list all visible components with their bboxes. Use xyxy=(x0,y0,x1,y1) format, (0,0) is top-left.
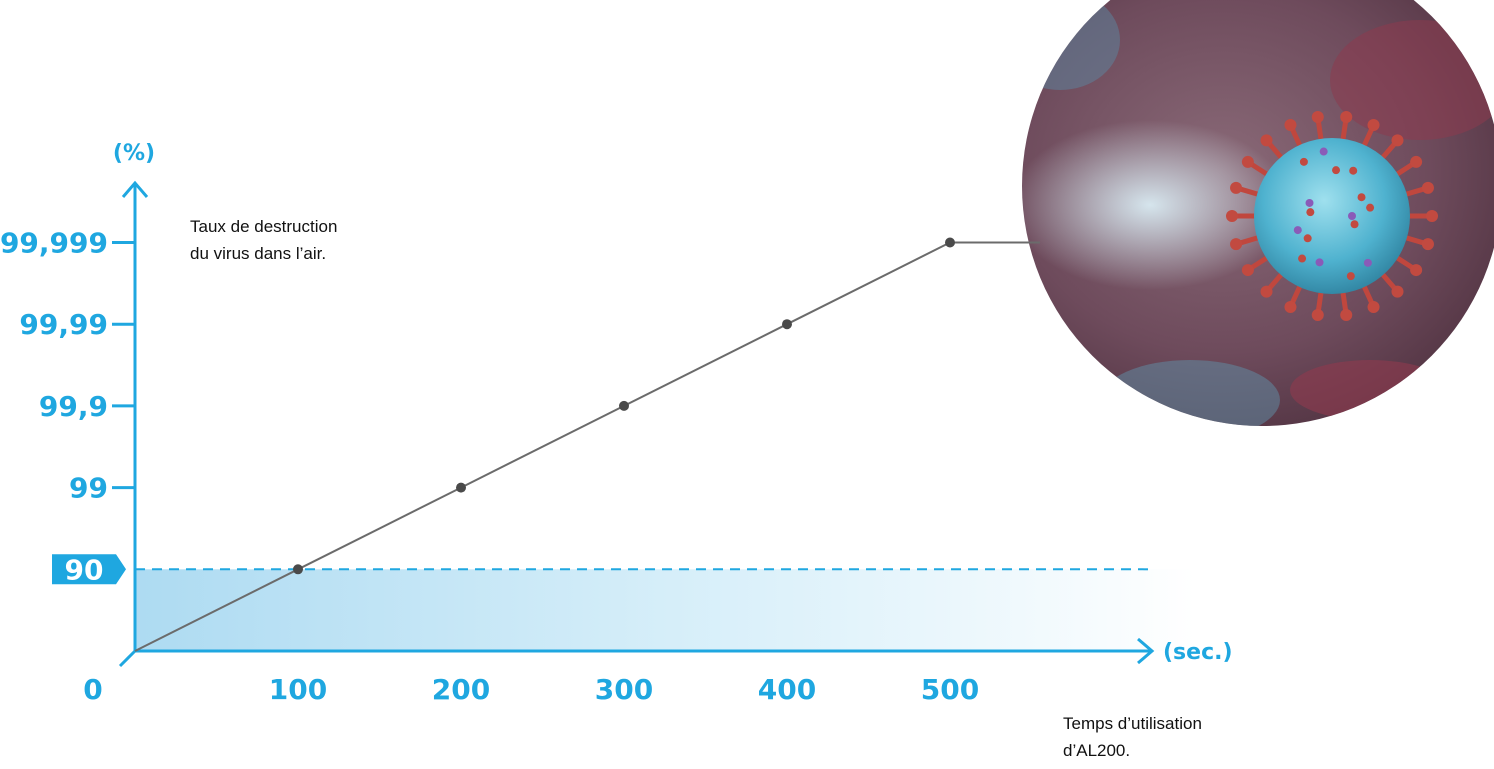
y-tick-label: 99,99 xyxy=(19,308,108,341)
y-description-line-1: Taux de destruction xyxy=(190,217,338,236)
x-axis-arrow xyxy=(1137,637,1155,665)
virus-spike-tip xyxy=(1230,238,1243,251)
virus-spike-tip xyxy=(1241,155,1254,168)
y-tick-label: 99 xyxy=(69,472,108,505)
virus-dot xyxy=(1332,166,1341,175)
virus-spike-tip xyxy=(1340,111,1353,124)
virus-spike-tip xyxy=(1367,300,1380,313)
y-axis-arrow xyxy=(121,180,149,198)
virus-spike-tip xyxy=(1230,181,1243,194)
virus-spike-tip xyxy=(1284,300,1297,313)
virus-dot xyxy=(1366,203,1375,212)
y-tick-badge xyxy=(52,554,126,585)
virus-dot xyxy=(1306,208,1315,217)
virus-spike-tip xyxy=(1421,181,1434,194)
virus-dot xyxy=(1319,147,1328,156)
y-tick-label: 90 xyxy=(65,553,104,586)
x-tick-label: 400 xyxy=(758,673,816,706)
data-point xyxy=(782,319,792,330)
x-axis-unit: (sec.) xyxy=(1163,640,1233,665)
virus-spike-tip xyxy=(1284,119,1297,132)
data-point xyxy=(456,482,466,493)
virus-spike-tip xyxy=(1311,308,1324,321)
highlight-band xyxy=(135,569,1195,651)
virus-spike-tip xyxy=(1241,264,1254,277)
virus-spike-tip xyxy=(1340,308,1353,321)
y-tick-label: 99,999 xyxy=(0,227,108,260)
y-description: Taux de destruction du virus dans l’air. xyxy=(190,213,337,267)
virus-spike-tip xyxy=(1391,134,1404,147)
virus-spike-tip xyxy=(1260,134,1273,147)
x-tick-label: 100 xyxy=(269,673,327,706)
data-point xyxy=(293,564,303,575)
y-description-line-2: du virus dans l’air. xyxy=(190,244,327,263)
origin-stub xyxy=(118,649,137,668)
virus-spike-tip xyxy=(1391,285,1404,298)
virus-dot xyxy=(1350,220,1359,229)
series-line xyxy=(134,241,951,652)
x-description-line-1: Temps d’utilisation xyxy=(1063,714,1202,733)
virus-dot xyxy=(1348,212,1356,220)
coronavirus-image xyxy=(1022,0,1494,426)
virus-dot xyxy=(1349,166,1358,175)
y-axis-unit: (%) xyxy=(113,141,155,166)
x-description-line-2: d’AL200. xyxy=(1063,741,1131,760)
virus-dot xyxy=(1357,193,1366,202)
virus-dot xyxy=(1305,198,1314,207)
virus-dot xyxy=(1346,272,1355,281)
x-tick-label: 200 xyxy=(432,673,490,706)
x-tick-label: 300 xyxy=(595,673,653,706)
virus-dot xyxy=(1298,254,1307,263)
data-point xyxy=(619,400,629,411)
virus-spike-tip xyxy=(1226,210,1238,222)
virus-spike-tip xyxy=(1410,264,1423,277)
virus-spike-tip xyxy=(1421,238,1434,251)
virus-dot xyxy=(1363,258,1372,267)
y-tick-label: 99,9 xyxy=(39,390,108,423)
data-point xyxy=(945,237,955,248)
virus-spike-tip xyxy=(1410,155,1423,168)
virus-spike-tip xyxy=(1260,285,1273,298)
virus-dot xyxy=(1303,234,1312,243)
x-description: Temps d’utilisation d’AL200. xyxy=(1063,710,1202,764)
virus-dot xyxy=(1299,157,1308,166)
virus-spike-tip xyxy=(1311,111,1324,124)
virus-spike-tip xyxy=(1426,210,1438,222)
virus-spike-tip xyxy=(1367,119,1380,132)
x-tick-label: 500 xyxy=(921,673,979,706)
virus-dot xyxy=(1293,226,1302,235)
virus-dot xyxy=(1315,258,1324,267)
origin-label: 0 xyxy=(83,673,102,706)
